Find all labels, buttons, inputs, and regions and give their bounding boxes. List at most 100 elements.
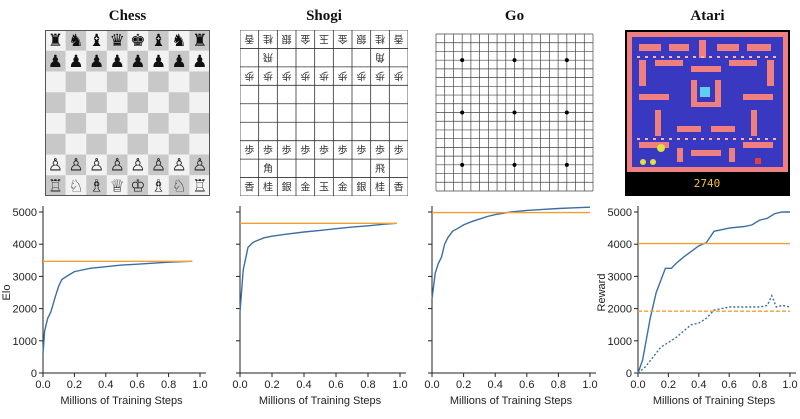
atari-pellet xyxy=(637,138,640,140)
atari-wall xyxy=(627,32,632,172)
atari-wall xyxy=(669,44,689,51)
chess-square xyxy=(127,175,149,196)
shogi-piece: 香 xyxy=(394,181,404,193)
chess-piece: ♟ xyxy=(48,52,63,72)
shogi-piece: 歩 xyxy=(356,143,366,156)
chess-piece: ♜ xyxy=(192,31,207,51)
x-tick-label: 0.0 xyxy=(424,379,439,391)
shogi-piece: 金 xyxy=(338,33,348,46)
chess-square xyxy=(168,113,190,134)
atari-wall xyxy=(783,32,788,172)
chess-piece: ♕ xyxy=(110,176,125,196)
atari-pellet xyxy=(661,138,664,140)
atari-pellet xyxy=(773,138,776,140)
chess-elo-chart: 0.0 0.2 0.4 0.6 0.8 1.0 0 1000 2000 3000 4000 5000 M… xyxy=(1,206,208,407)
chess-square xyxy=(168,92,190,113)
chess-square xyxy=(45,154,66,176)
chess-piece: ♗ xyxy=(151,176,166,196)
atari-title: Atari xyxy=(690,8,725,24)
shogi-piece: 玉 xyxy=(319,33,329,44)
atari-pellet xyxy=(693,138,696,140)
shogi-piece: 桂 xyxy=(375,180,385,193)
go-board-graphic xyxy=(432,30,597,196)
chess-piece: ♛ xyxy=(110,31,125,51)
atari-wall xyxy=(691,150,721,156)
chess-piece: ♟ xyxy=(110,52,125,72)
chess-square xyxy=(148,30,169,51)
shogi-piece: 桂 xyxy=(375,33,385,46)
chess-piece: ♞ xyxy=(68,31,83,51)
atari-pellet xyxy=(741,56,744,58)
atari-wall xyxy=(751,110,757,136)
shogi-piece: 香 xyxy=(394,33,404,45)
shogi-piece: 歩 xyxy=(319,70,329,83)
atari-score: 2740 xyxy=(694,177,721,190)
shogi-title: Shogi xyxy=(306,8,342,24)
atari-pellet xyxy=(741,138,744,140)
alphazero-series xyxy=(42,260,193,354)
atari-pellet xyxy=(717,138,720,140)
chess-chart: 0.0 0.2 0.4 0.6 0.8 1.0 0 1000 2000 3000 4000 5000 M… xyxy=(0,200,210,419)
shogi-piece: 歩 xyxy=(319,143,329,156)
atari-chart: 0.0 0.2 0.4 0.6 0.8 1.0 0 1000 2000 3000 4000 5000 M… xyxy=(596,200,800,419)
atari-pellet xyxy=(725,138,728,140)
x-tick-label: 0.6 xyxy=(519,379,534,391)
chess-square xyxy=(106,92,128,113)
chess-square xyxy=(86,113,107,134)
chess-piece: ♝ xyxy=(151,31,166,51)
x-tick-label: 0.8 xyxy=(161,379,176,391)
y-tick-label: 3000 xyxy=(608,271,632,283)
chess-square xyxy=(148,71,169,93)
go-star-point xyxy=(460,162,465,167)
atari-wall xyxy=(655,60,683,66)
shogi-piece: 飛 xyxy=(375,163,385,175)
chess-square xyxy=(65,133,87,155)
atari-pellet xyxy=(637,56,640,58)
chess-square xyxy=(106,175,128,196)
atari-wall xyxy=(743,94,773,100)
go-star-point xyxy=(460,110,465,115)
x-tick-label: 1.0 xyxy=(392,379,407,391)
shogi-piece: 飛 xyxy=(263,51,273,63)
chess-piece: ♖ xyxy=(192,176,207,196)
atari-pellet xyxy=(701,56,704,58)
atari-pellet xyxy=(765,138,768,140)
atari-pellet xyxy=(749,138,752,140)
chess-square xyxy=(106,71,128,93)
shogi-background xyxy=(240,30,408,196)
chess-piece: ♙ xyxy=(130,156,145,176)
chess-square xyxy=(127,50,149,72)
go-star-point xyxy=(460,58,465,63)
atari-pellet xyxy=(733,56,736,58)
chess-square xyxy=(168,30,190,51)
atari-wall xyxy=(639,94,669,100)
chess-square xyxy=(65,30,87,51)
x-tick-label: 0.8 xyxy=(551,379,566,391)
y-tick-label: 0 xyxy=(626,368,632,380)
chess-square xyxy=(189,50,210,72)
x-tick-label: 1.0 xyxy=(582,379,597,391)
chess-square xyxy=(45,133,66,155)
go-title: Go xyxy=(504,8,525,24)
shogi-piece: 歩 xyxy=(356,70,366,83)
chess-border xyxy=(45,30,210,196)
chess-square xyxy=(86,92,107,113)
chess-piece: ♚ xyxy=(130,31,145,51)
chess-square xyxy=(45,30,66,51)
chess-square xyxy=(148,133,169,155)
y-tick-label: 1000 xyxy=(608,336,632,348)
shogi-piece: 銀 xyxy=(282,33,292,46)
x-tick-label: 0.0 xyxy=(232,379,247,391)
chess-piece: ♙ xyxy=(171,156,186,176)
chess-board: ♜ ♞ ♝ ♛ ♚ ♝ ♞ ♜ ♟ ♟ ♟ ♟ ♟ ♟ ♟ ♟ ♙ ♙ ♙ ♙ ♙ ♙ ♙ ♙ ♖ ♘ ♗ ♕ ♔ ♗ ♘ ♖ xyxy=(45,30,210,196)
x-axis-label: Millions of Training Steps xyxy=(60,395,183,407)
atari-pellet xyxy=(709,138,712,140)
x-tick-label: 1.0 xyxy=(782,379,797,391)
x-tick-label: 0.2 xyxy=(456,379,471,391)
atari-life-icon xyxy=(640,159,646,165)
chess-square xyxy=(148,50,169,72)
x-tick-label: 0.4 xyxy=(296,379,311,391)
chess-square xyxy=(127,71,149,93)
shogi-piece: 玉 xyxy=(319,182,329,193)
x-tick-label: 0.0 xyxy=(630,379,645,391)
